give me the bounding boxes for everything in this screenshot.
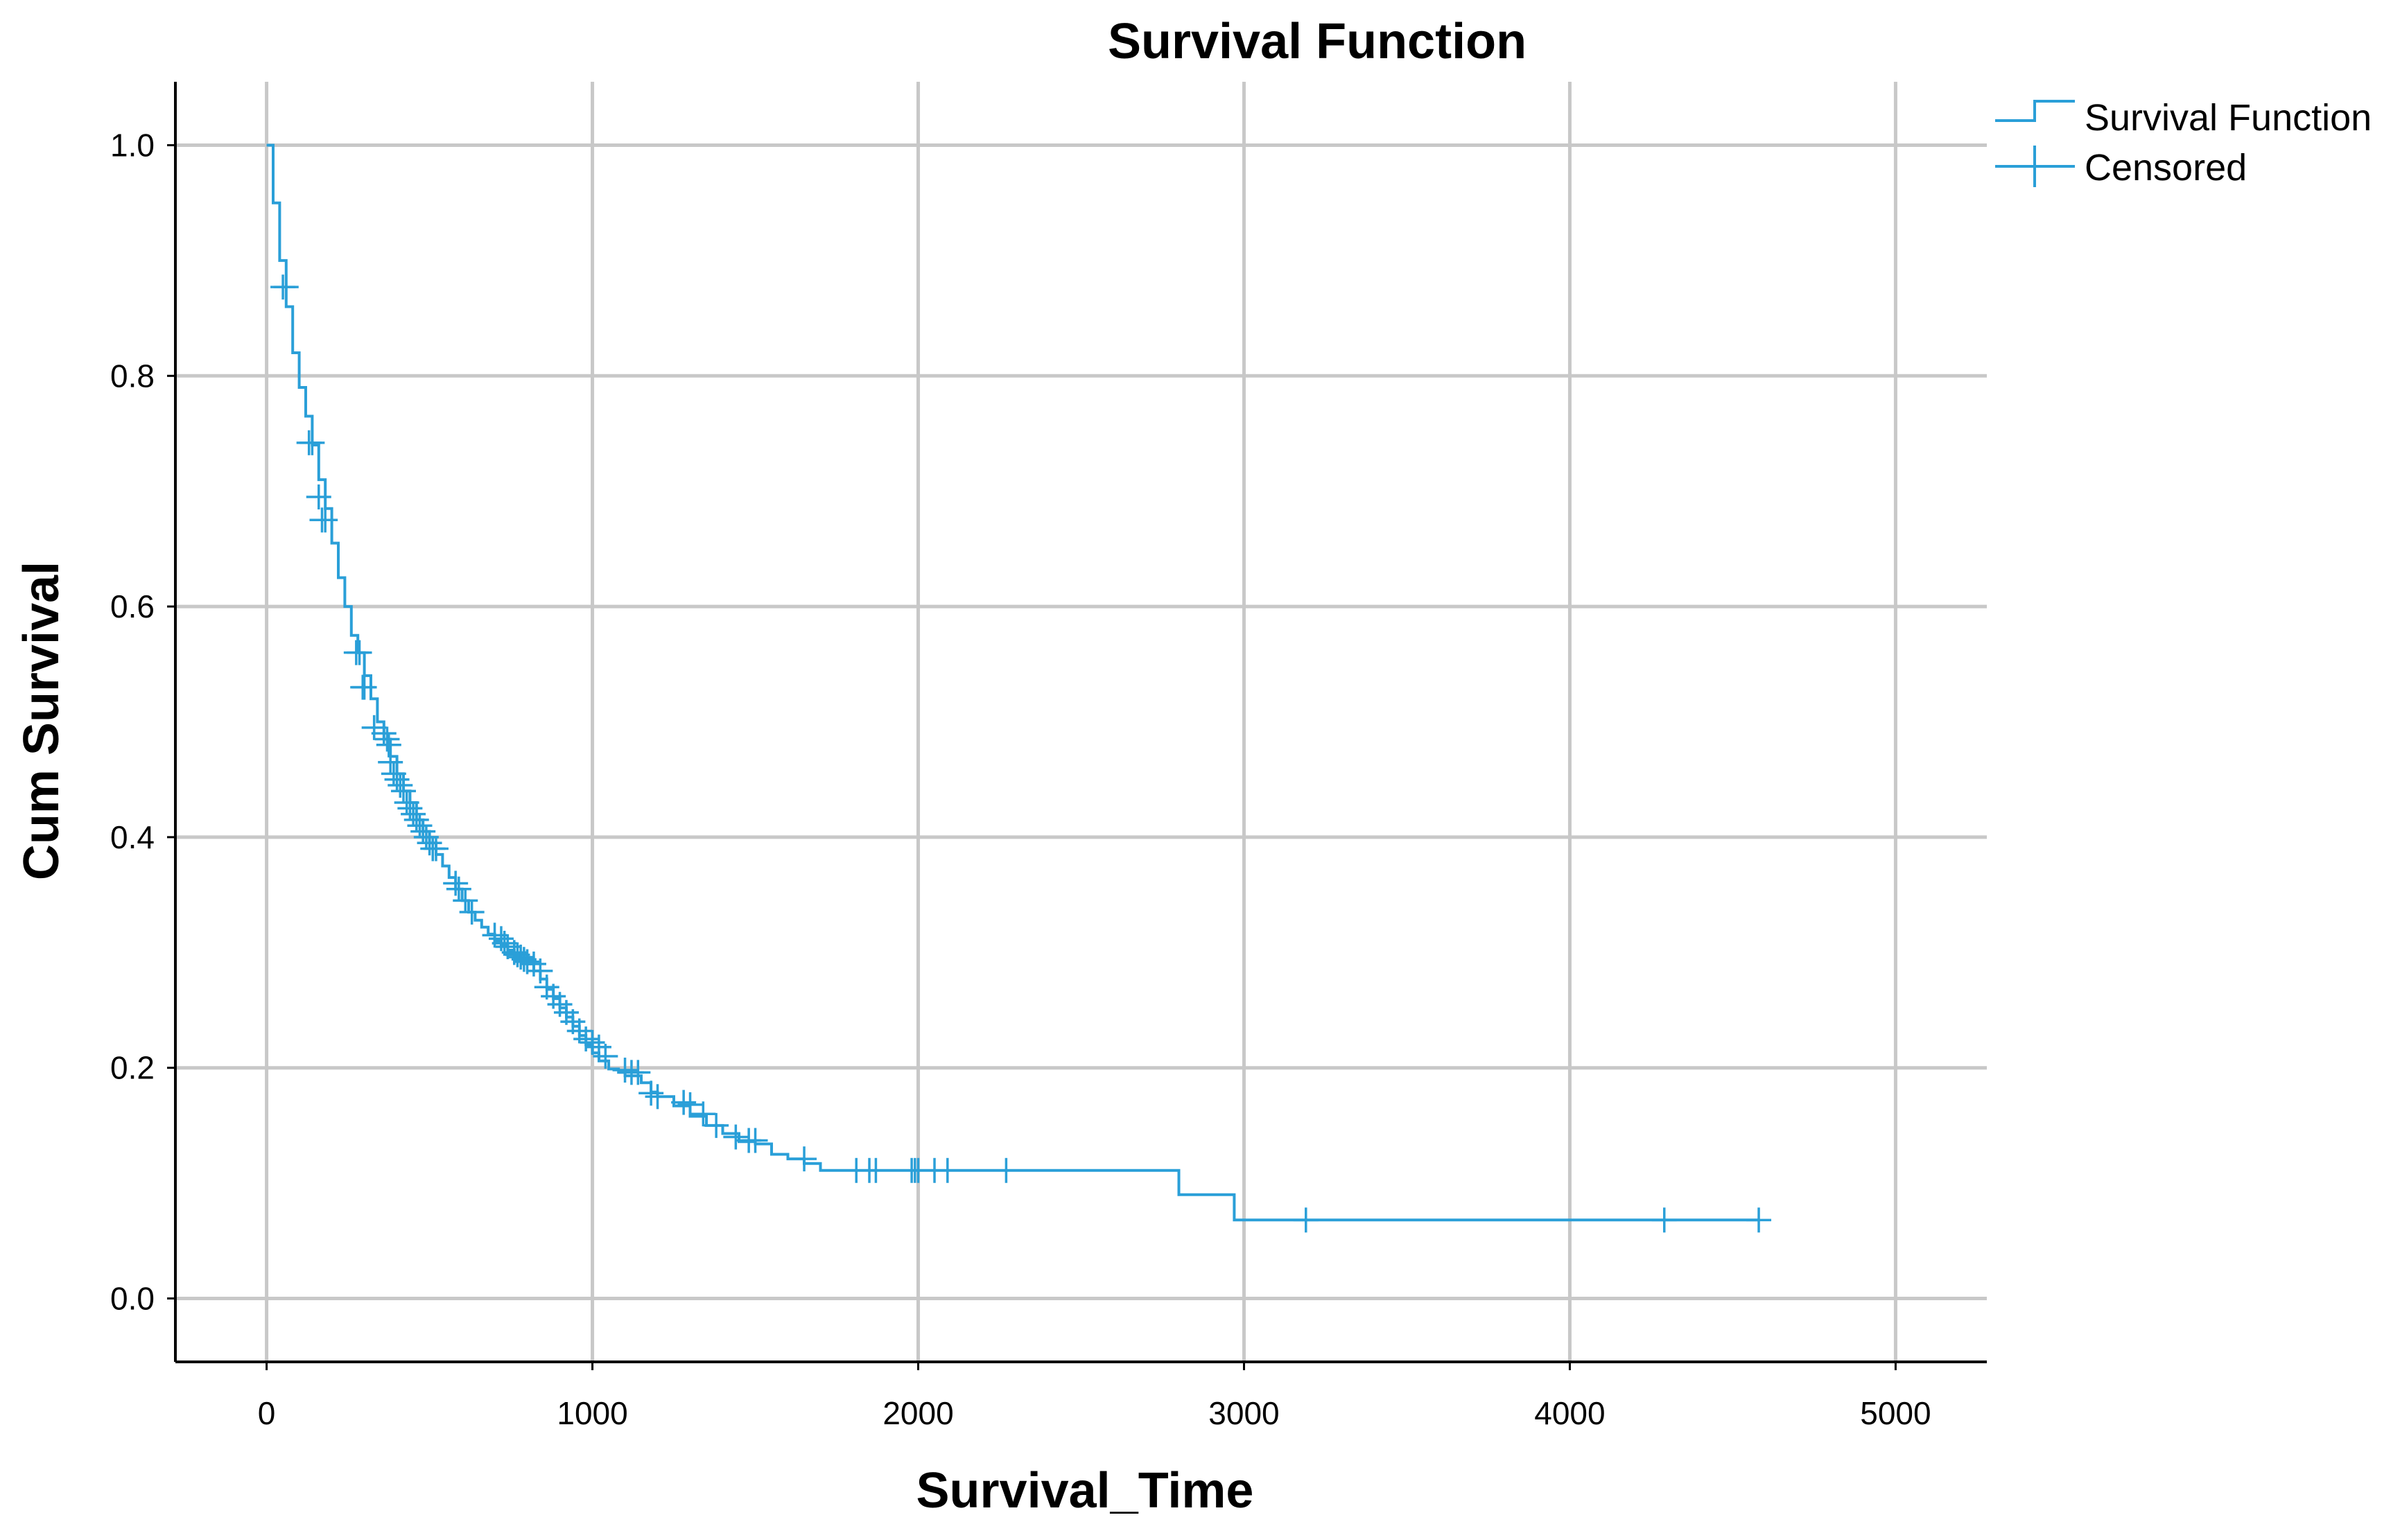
- censored-marker: [528, 958, 553, 983]
- y-tick-label-0.4: 0.4: [110, 819, 155, 855]
- censored-marker: [863, 1157, 889, 1183]
- survival-series: [266, 143, 1759, 1222]
- censored-marker: [417, 830, 442, 856]
- censored-marker: [645, 1084, 670, 1110]
- censored-marker: [374, 726, 400, 752]
- legend-item-survival-function: Survival Function: [1995, 97, 2372, 139]
- censored-marker: [742, 1128, 768, 1153]
- x-tick-label-0: 0: [258, 1395, 276, 1431]
- censored-marker: [625, 1060, 651, 1085]
- censored-marker: [508, 944, 534, 970]
- chart-title: Survival Function: [1108, 14, 1527, 69]
- censored-marker: [361, 715, 387, 740]
- censored-marker: [993, 1157, 1019, 1183]
- censored-marker: [443, 870, 469, 896]
- censored-marker: [505, 942, 530, 968]
- legend: Survival Function Censored: [1995, 97, 2372, 189]
- x-tick-label-2000: 2000: [882, 1395, 953, 1431]
- censored-marker: [371, 721, 397, 746]
- censored-marker: [410, 819, 436, 844]
- x-tick-label-5000: 5000: [1860, 1395, 1931, 1431]
- y-tick-label-0.6: 0.6: [110, 588, 155, 624]
- censored-marker: [690, 1101, 716, 1127]
- censored-marker: [407, 813, 433, 839]
- censored-marker: [313, 507, 338, 533]
- survival-function-line: [266, 143, 1759, 1222]
- censored-marker: [306, 484, 331, 510]
- censored-marker: [580, 1030, 605, 1056]
- censored-marker: [638, 1080, 664, 1106]
- censored-marker: [612, 1058, 638, 1083]
- grid-lines: [175, 82, 1987, 1362]
- censored-marker: [501, 940, 527, 965]
- censored-marker: [394, 789, 419, 815]
- legend-label-survival-function: Survival Function: [2085, 97, 2372, 139]
- censored-marker: [1746, 1207, 1772, 1233]
- censored-marker: [423, 836, 449, 861]
- plot-frame: [167, 82, 1987, 1370]
- censored-marker: [1293, 1207, 1319, 1233]
- censored-marker: [299, 430, 325, 455]
- censored-marker: [723, 1124, 749, 1150]
- censored-marker: [381, 761, 406, 787]
- x-axis-title: Survival_Time: [916, 1463, 1254, 1519]
- censored-marker: [521, 951, 546, 977]
- censored-marker: [403, 807, 429, 832]
- censored-marker: [934, 1157, 960, 1183]
- censored-marker: [453, 888, 478, 913]
- censored-marker: [704, 1112, 729, 1138]
- censored-marker: [273, 274, 299, 300]
- legend-step-symbol: [1995, 100, 2075, 122]
- tick-labels: 0 1000 2000 3000 4000 5000 0.0 0.2 0.4 0.6 0.8 1.0: [110, 128, 1931, 1431]
- y-tick-label-0.2: 0.2: [110, 1050, 155, 1086]
- censored-marker: [677, 1092, 703, 1117]
- censored-marker: [401, 801, 426, 827]
- y-tick-label-0.0: 0.0: [110, 1280, 155, 1316]
- censored-marker: [397, 796, 423, 821]
- censored-marker: [1651, 1207, 1677, 1233]
- censored-marker: [347, 640, 372, 665]
- censored-marker: [384, 767, 410, 792]
- x-tick-label-3000: 3000: [1208, 1395, 1279, 1431]
- censored-marker: [514, 949, 540, 974]
- censored-marker: [511, 947, 537, 972]
- censored-marker: [573, 1026, 599, 1052]
- y-tick-label-1.0: 1.0: [110, 128, 155, 164]
- censored-marker: [593, 1044, 618, 1069]
- censored-marker: [446, 876, 471, 902]
- y-axis-title: Cum Survival: [14, 561, 69, 880]
- censored-markers: [270, 274, 1772, 1233]
- censored-marker: [378, 749, 403, 775]
- legend-item-censored: Censored: [1995, 146, 2247, 189]
- censored-marker: [388, 773, 413, 798]
- censored-marker: [459, 900, 485, 925]
- censored-marker: [413, 824, 439, 850]
- censored-marker: [376, 732, 401, 758]
- censored-marker: [390, 778, 416, 804]
- censored-marker: [671, 1090, 697, 1115]
- censored-marker: [351, 674, 377, 700]
- censored-marker: [792, 1146, 817, 1172]
- x-tick-label-4000: 4000: [1534, 1395, 1605, 1431]
- legend-label-censored: Censored: [2085, 147, 2247, 189]
- y-tick-label-0.8: 0.8: [110, 358, 155, 394]
- x-tick-label-1000: 1000: [557, 1395, 627, 1431]
